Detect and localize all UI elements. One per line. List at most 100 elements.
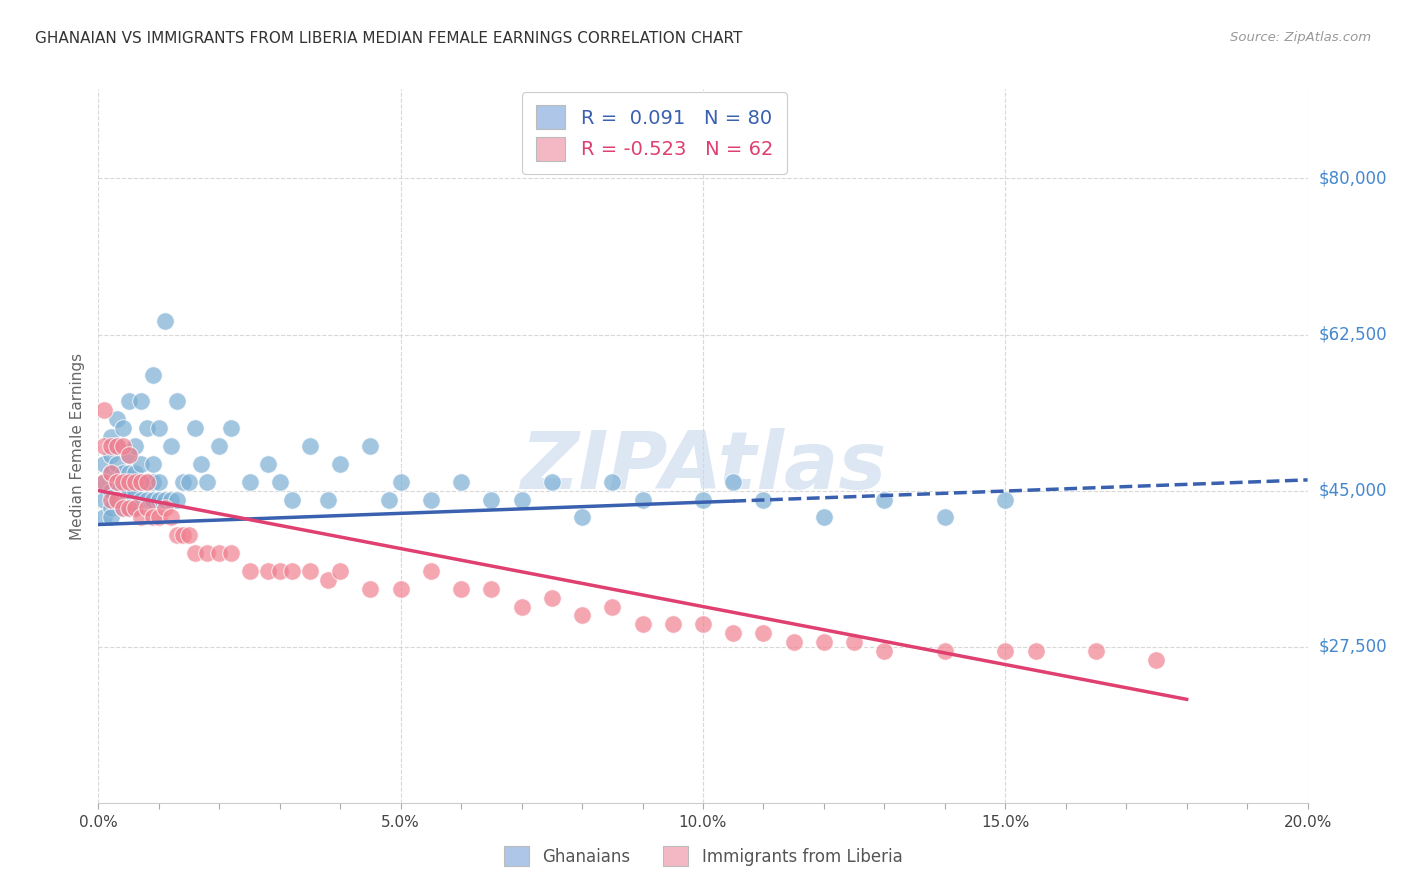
Point bbox=[166, 492, 188, 507]
Point bbox=[118, 466, 141, 480]
Point bbox=[316, 492, 339, 507]
Point bbox=[118, 394, 141, 409]
Point bbox=[782, 635, 804, 649]
Point bbox=[153, 314, 176, 328]
Point bbox=[142, 457, 165, 471]
Point bbox=[721, 475, 744, 489]
Point bbox=[221, 546, 243, 560]
Point bbox=[281, 492, 304, 507]
Point bbox=[239, 475, 262, 489]
Point bbox=[419, 564, 441, 578]
Point bbox=[111, 483, 134, 498]
Point bbox=[602, 599, 624, 614]
Point bbox=[389, 582, 412, 596]
Point bbox=[100, 466, 122, 480]
Point bbox=[269, 564, 291, 578]
Point bbox=[1024, 644, 1046, 658]
Point bbox=[208, 439, 231, 453]
Point bbox=[752, 492, 775, 507]
Point bbox=[129, 492, 152, 507]
Point bbox=[124, 501, 146, 516]
Point bbox=[93, 492, 115, 507]
Point bbox=[994, 644, 1017, 658]
Text: GHANAIAN VS IMMIGRANTS FROM LIBERIA MEDIAN FEMALE EARNINGS CORRELATION CHART: GHANAIAN VS IMMIGRANTS FROM LIBERIA MEDI… bbox=[35, 31, 742, 46]
Point bbox=[844, 635, 866, 649]
Point bbox=[129, 457, 152, 471]
Point bbox=[124, 439, 146, 453]
Point bbox=[571, 608, 593, 623]
Point bbox=[177, 475, 201, 489]
Point bbox=[100, 448, 122, 462]
Point bbox=[135, 492, 157, 507]
Point bbox=[135, 475, 157, 489]
Text: ZIPAtlas: ZIPAtlas bbox=[520, 428, 886, 507]
Point bbox=[111, 501, 134, 516]
Point bbox=[153, 492, 176, 507]
Point bbox=[111, 439, 134, 453]
Point bbox=[135, 475, 157, 489]
Text: $45,000: $45,000 bbox=[1319, 482, 1388, 500]
Point bbox=[105, 492, 128, 507]
Point bbox=[269, 475, 291, 489]
Point bbox=[1144, 653, 1167, 667]
Point bbox=[360, 439, 382, 453]
Point bbox=[118, 448, 141, 462]
Point bbox=[994, 492, 1017, 507]
Point bbox=[813, 635, 835, 649]
Point bbox=[195, 475, 218, 489]
Point bbox=[571, 510, 593, 524]
Point bbox=[100, 430, 122, 444]
Point bbox=[93, 510, 115, 524]
Point bbox=[148, 510, 170, 524]
Point bbox=[692, 617, 714, 632]
Point bbox=[124, 501, 146, 516]
Text: $62,500: $62,500 bbox=[1319, 326, 1388, 343]
Point bbox=[184, 421, 207, 435]
Point bbox=[160, 510, 183, 524]
Point bbox=[160, 439, 183, 453]
Point bbox=[148, 475, 170, 489]
Point bbox=[129, 510, 152, 524]
Point bbox=[148, 421, 170, 435]
Point bbox=[389, 475, 412, 489]
Point bbox=[93, 457, 115, 471]
Text: Source: ZipAtlas.com: Source: ZipAtlas.com bbox=[1230, 31, 1371, 45]
Point bbox=[540, 475, 562, 489]
Point bbox=[153, 501, 176, 516]
Point bbox=[100, 483, 122, 498]
Point bbox=[129, 475, 152, 489]
Point bbox=[142, 510, 165, 524]
Point bbox=[129, 475, 152, 489]
Point bbox=[118, 448, 141, 462]
Point bbox=[124, 475, 146, 489]
Point bbox=[142, 492, 165, 507]
Point bbox=[118, 501, 141, 516]
Point bbox=[105, 439, 128, 453]
Point bbox=[166, 394, 188, 409]
Point bbox=[256, 457, 278, 471]
Point bbox=[873, 644, 896, 658]
Point bbox=[118, 501, 141, 516]
Point bbox=[118, 475, 141, 489]
Point bbox=[129, 394, 152, 409]
Point bbox=[100, 501, 122, 516]
Point bbox=[124, 483, 146, 498]
Point bbox=[166, 528, 188, 542]
Point bbox=[752, 626, 775, 640]
Point bbox=[142, 475, 165, 489]
Point bbox=[540, 591, 562, 605]
Point bbox=[299, 439, 322, 453]
Point bbox=[195, 546, 218, 560]
Text: $27,500: $27,500 bbox=[1319, 638, 1388, 656]
Point bbox=[692, 492, 714, 507]
Point bbox=[510, 492, 533, 507]
Point bbox=[377, 492, 399, 507]
Point bbox=[934, 510, 956, 524]
Point bbox=[510, 599, 533, 614]
Point bbox=[329, 457, 352, 471]
Point bbox=[419, 492, 441, 507]
Point bbox=[111, 421, 134, 435]
Point bbox=[661, 617, 683, 632]
Point bbox=[100, 439, 122, 453]
Point bbox=[160, 492, 183, 507]
